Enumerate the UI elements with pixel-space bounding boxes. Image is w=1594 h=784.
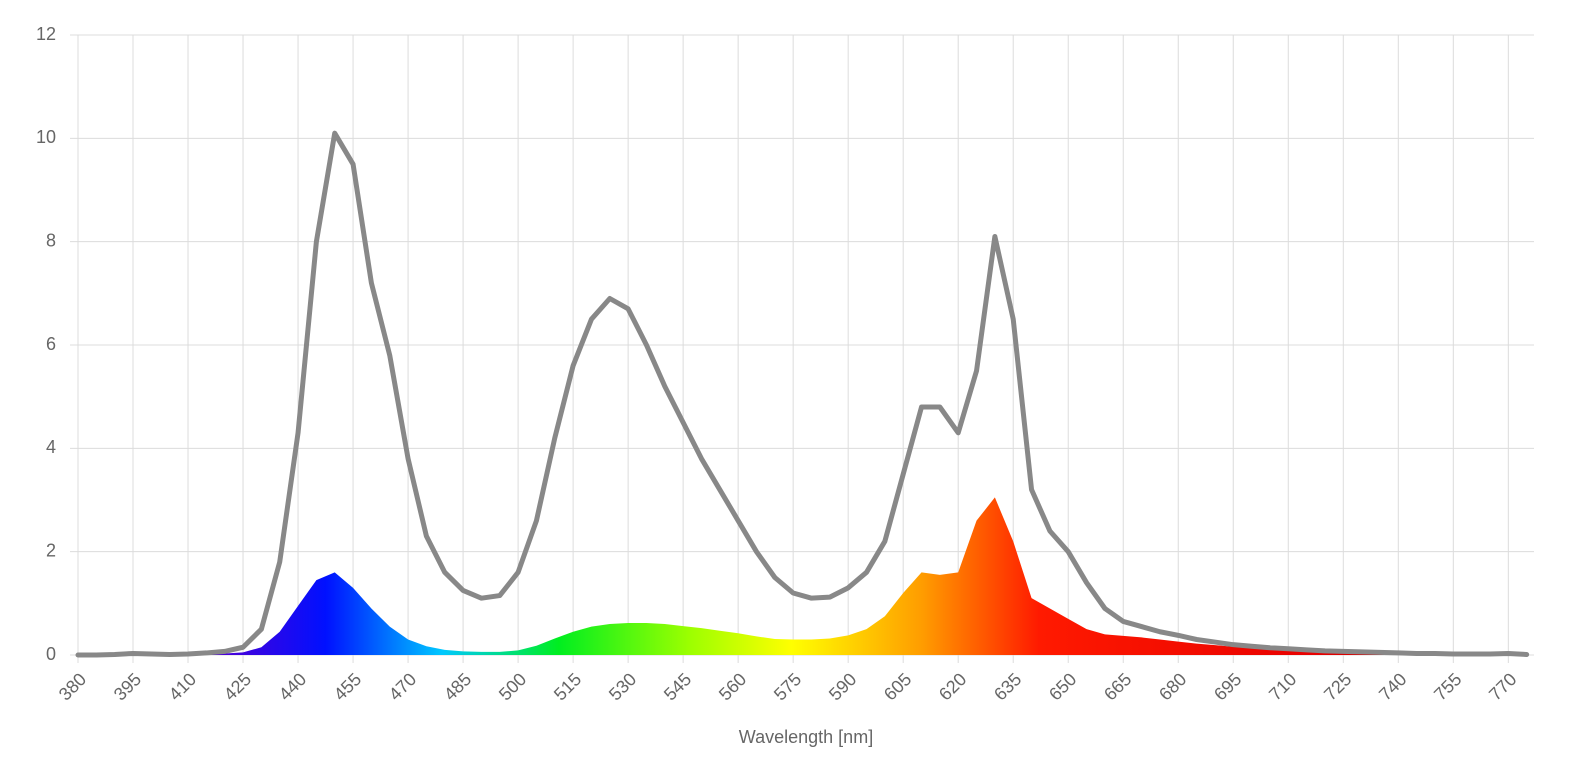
x-tick-label: 635: [990, 669, 1025, 704]
y-tick-label: 6: [46, 334, 56, 354]
x-tick-label: 590: [825, 669, 860, 704]
y-tick-label: 8: [46, 230, 56, 250]
y-tick-label: 0: [46, 644, 56, 664]
y-tick-label: 2: [46, 540, 56, 560]
x-tick-label: 710: [1265, 669, 1300, 704]
x-tick-label: 725: [1320, 669, 1355, 704]
x-tick-label: 410: [165, 669, 200, 704]
x-tick-label: 605: [880, 669, 915, 704]
x-tick-label: 500: [495, 669, 530, 704]
x-tick-label: 395: [110, 669, 145, 704]
x-tick-label: 740: [1375, 669, 1410, 704]
x-tick-label: 560: [715, 669, 750, 704]
spectrum-area: [78, 497, 1527, 655]
y-tick-label: 10: [36, 127, 56, 147]
grid: [70, 34, 1534, 663]
x-tick-label: 530: [605, 669, 640, 704]
marks: [75, 130, 1530, 658]
labels: 0 2 4 6 8 10 12 380 395 410 425 440 455 470 485 500 515 5…: [36, 24, 1521, 705]
x-tick-label: 455: [330, 669, 365, 704]
x-tick-label: 470: [385, 669, 420, 704]
x-tick-label: 620: [935, 669, 970, 704]
x-axis-title: Wavelength [nm]: [739, 727, 873, 747]
x-tick-label: 680: [1155, 669, 1190, 704]
x-tick-label: 545: [660, 669, 695, 704]
x-tick-label: 575: [770, 669, 805, 704]
x-tick-label: 515: [550, 669, 585, 704]
y-tick-label: 4: [46, 437, 56, 457]
x-tick-label: 650: [1045, 669, 1080, 704]
x-tick-label: 770: [1485, 669, 1520, 704]
x-tick-label: 665: [1100, 669, 1135, 704]
x-tick-label: 485: [440, 669, 475, 704]
x-tick-label: 380: [55, 669, 90, 704]
x-tick-label: 425: [220, 669, 255, 704]
y-tick-label: 12: [36, 24, 56, 44]
x-tick-label: 695: [1210, 669, 1245, 704]
spectrum-line: [75, 130, 1530, 658]
x-tick-label: 440: [275, 669, 310, 704]
x-tick-label: 755: [1430, 669, 1465, 704]
